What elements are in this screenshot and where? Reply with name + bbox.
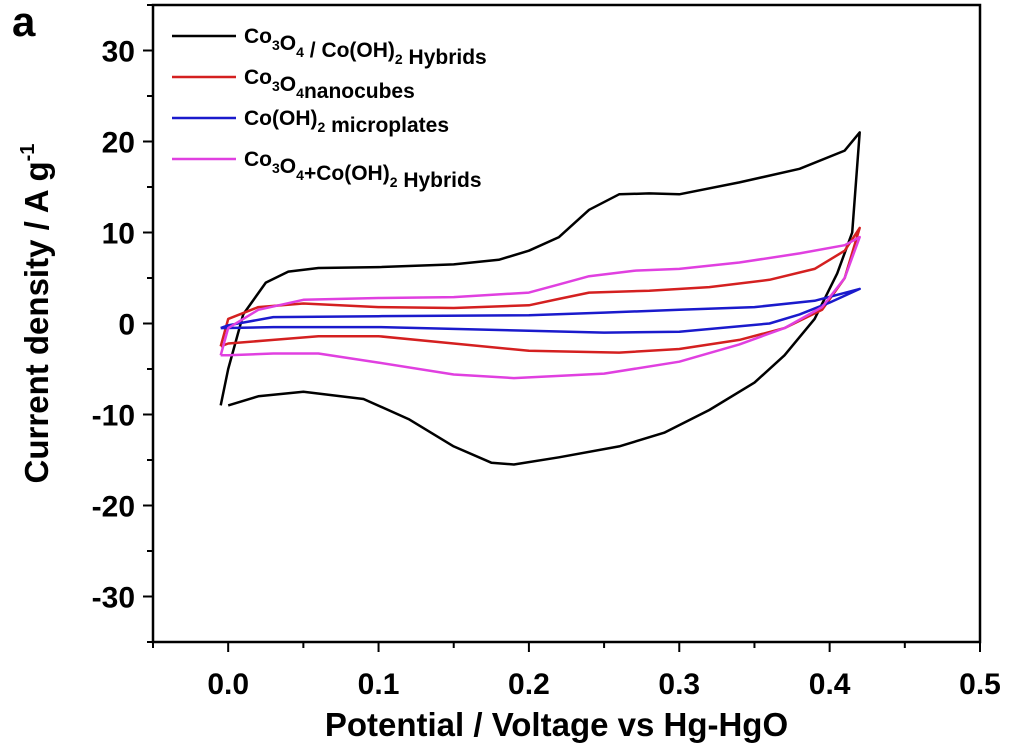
legend-entry-2: Co3O4nanocubes — [244, 66, 415, 103]
y-tick-label: -20 — [92, 491, 135, 524]
tick-labels: 0.0 0.1 0.2 0.3 0.4 0.5 30 20 10 0 -10 -20 -30 — [92, 36, 1001, 702]
y-axis-label-main: Current density / A g — [18, 161, 55, 483]
legend-entry-3: Co(OH)2 microplates — [244, 107, 449, 137]
series-line-3 — [220, 287, 861, 334]
series-line-4 — [219, 235, 861, 380]
y-tick-label: 20 — [102, 127, 135, 160]
y-tick-label: 0 — [118, 309, 135, 342]
y-tick-label: -10 — [92, 400, 135, 433]
x-tick-label: 0.3 — [658, 668, 700, 701]
series-line-1 — [219, 131, 861, 466]
series-line-2 — [219, 226, 861, 354]
y-tick-label: 10 — [102, 218, 135, 251]
legend-entry-4: Co3O4+Co(OH)2 Hybrids — [244, 148, 482, 192]
x-tick-label: 0.2 — [508, 668, 550, 701]
axis-ticks — [143, 4, 981, 652]
x-tick-label: 0.4 — [809, 668, 851, 701]
plot-frame — [151, 3, 982, 644]
y-tick-label: -30 — [92, 582, 135, 615]
y-axis-label: Current density / A g-1 — [17, 144, 55, 484]
panel-label: a — [12, 0, 36, 45]
y-axis-label-superscript: -1 — [17, 144, 39, 162]
legend-entry-1: Co3O4 / Co(OH)2 Hybrids — [244, 25, 487, 69]
x-tick-label: 0.1 — [358, 668, 400, 701]
x-axis-label: Potential / Voltage vs Hg-HgO — [325, 706, 788, 743]
y-tick-label: 30 — [102, 36, 135, 69]
x-tick-label: 0.5 — [959, 668, 1001, 701]
plot-lines — [219, 131, 861, 466]
x-tick-label: 0.0 — [207, 668, 249, 701]
